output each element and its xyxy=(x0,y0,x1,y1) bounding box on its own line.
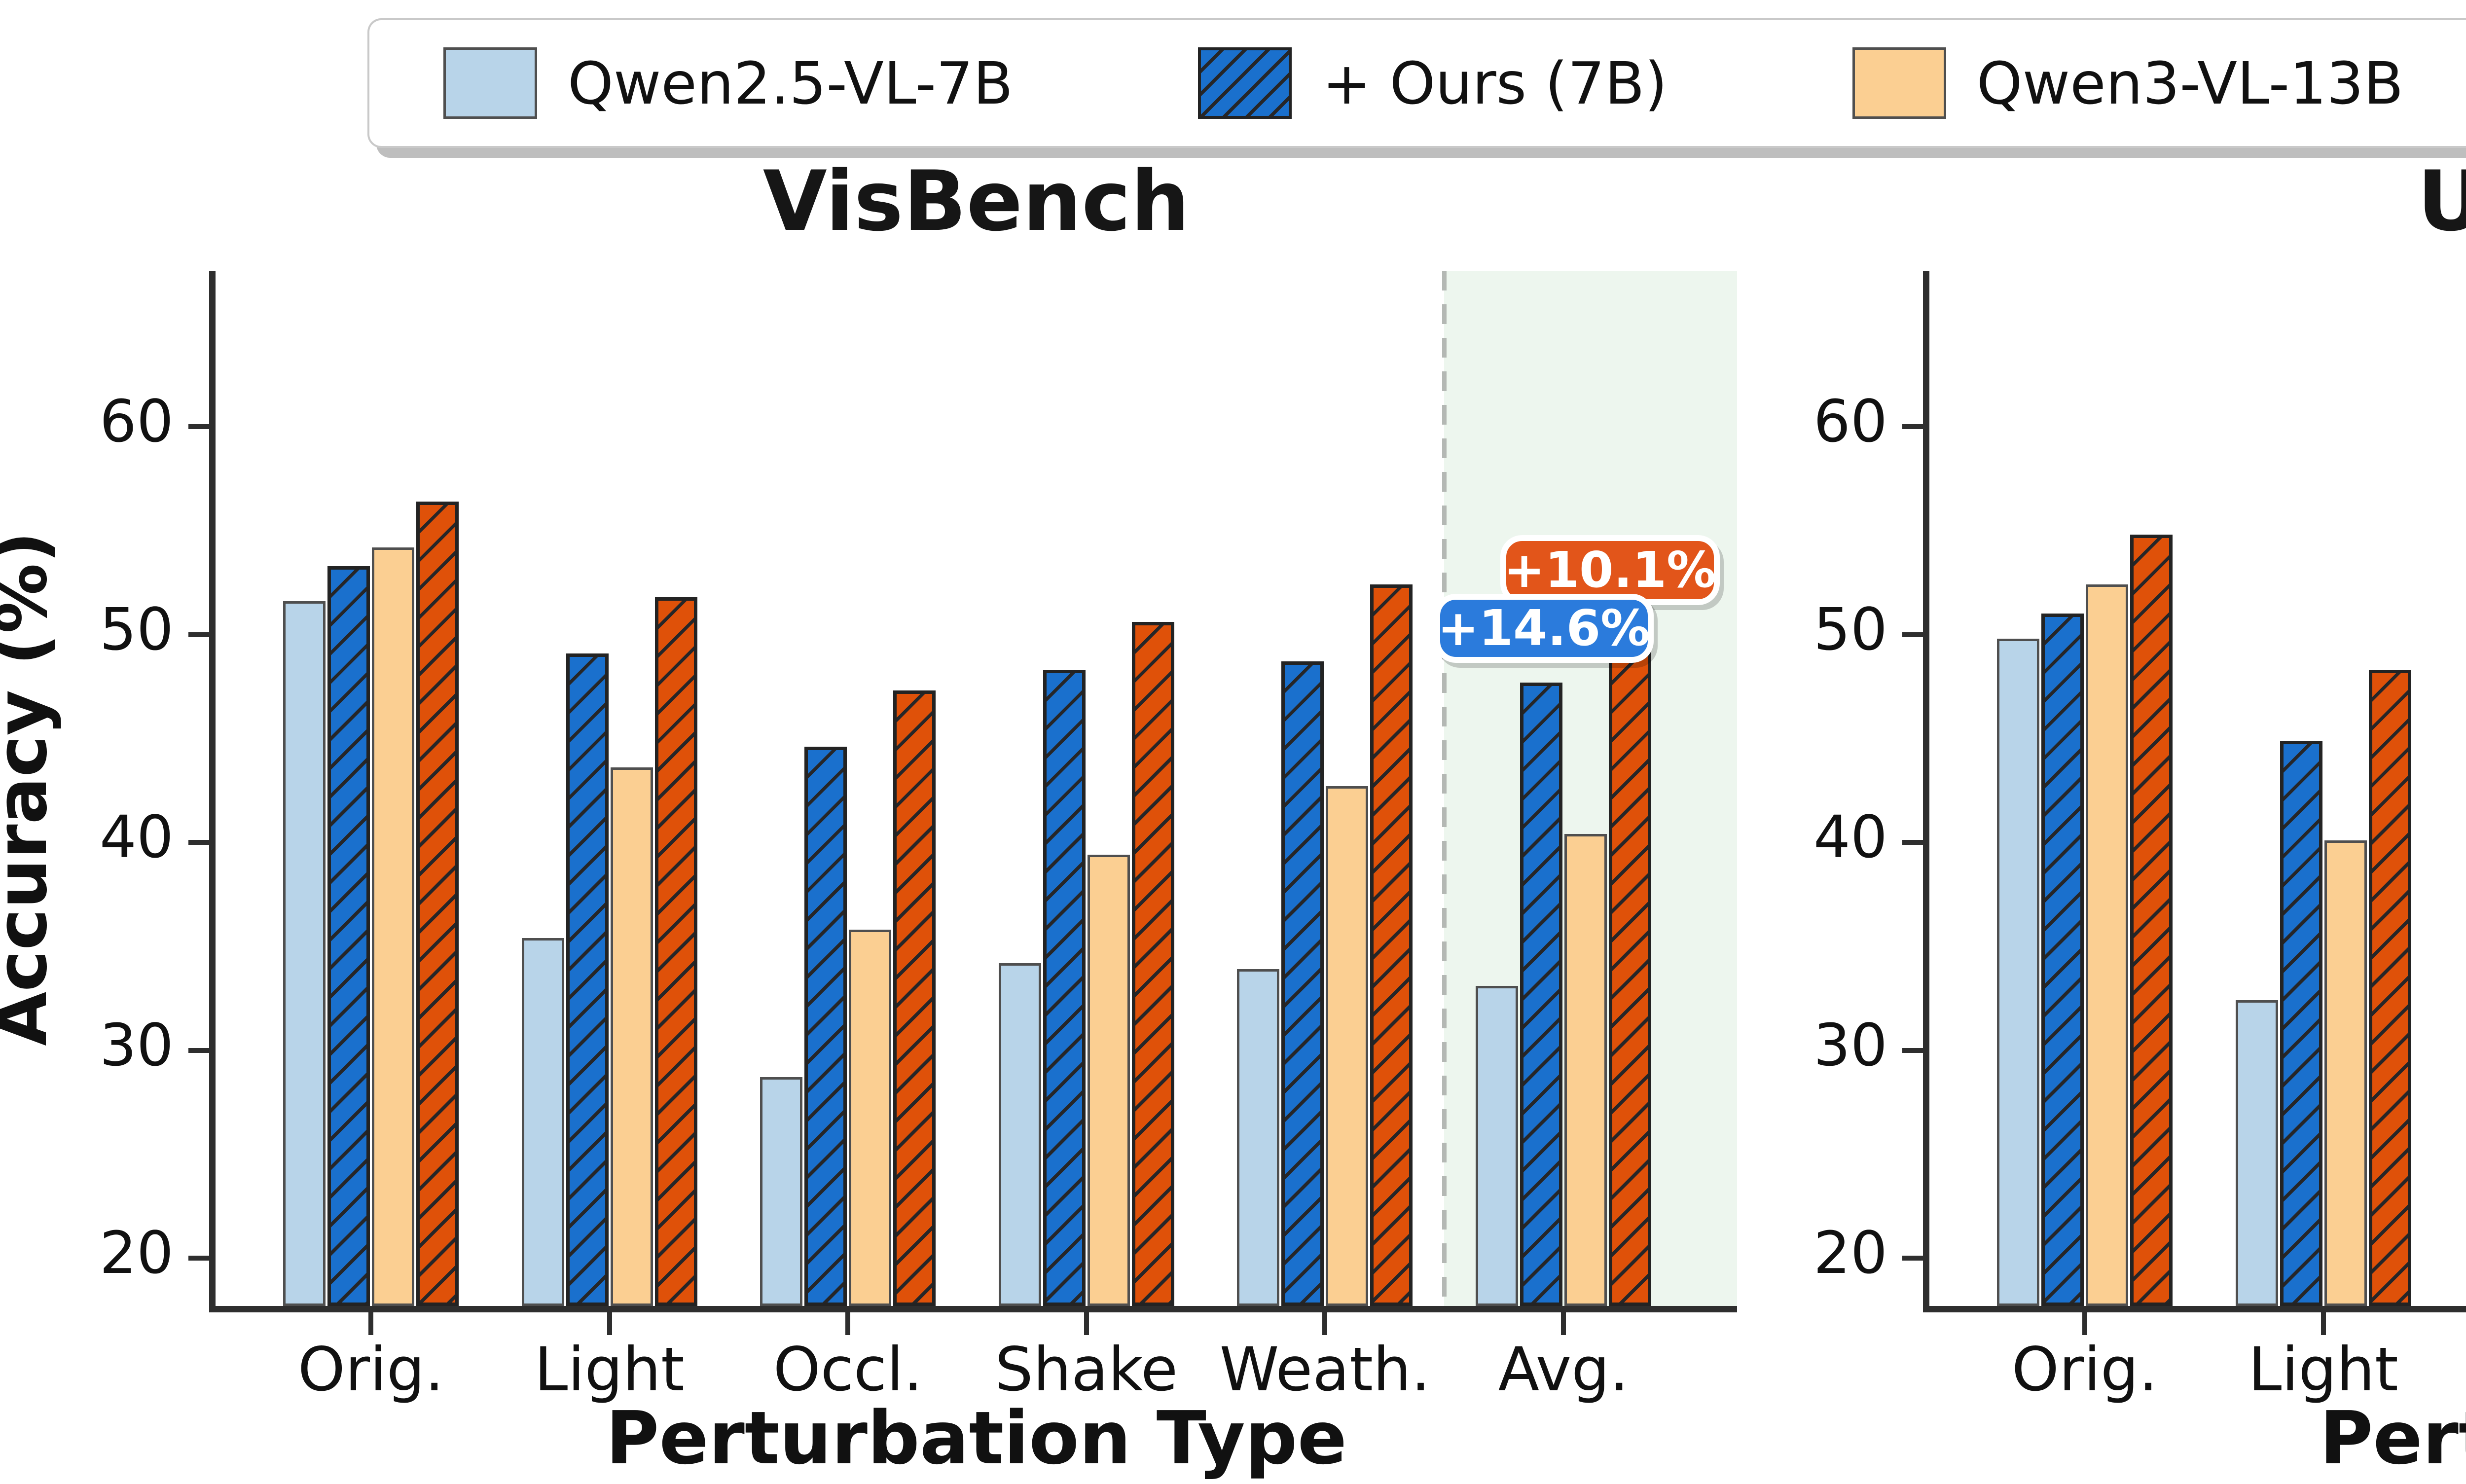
x-tick-label-light: Light xyxy=(534,1335,685,1405)
x-axis-spine xyxy=(209,1306,1737,1312)
y-axis-spine xyxy=(1923,271,1929,1312)
chart-title-visbench: VisBench xyxy=(762,153,1190,250)
bar-qwen2-5-vl-7b-orig xyxy=(1997,639,2039,1306)
bar-ours-13b-shake xyxy=(1131,622,1174,1306)
x-axis-label: Perturbation Type xyxy=(2320,1396,2466,1481)
bar-ours-7b-shake xyxy=(1043,670,1086,1306)
bar-ours-7b-light xyxy=(566,653,609,1306)
y-tick-mark xyxy=(188,1256,209,1261)
x-tick-mark xyxy=(1561,1312,1566,1335)
x-tick-label-orig: Orig. xyxy=(297,1335,444,1405)
bar-ours-7b-avg xyxy=(1520,682,1562,1306)
bar-ours-7b-orig xyxy=(327,566,370,1306)
bar-qwen2-5-vl-7b-avg xyxy=(1476,985,1518,1306)
bar-qwen3-vl-13b-orig xyxy=(2086,584,2128,1306)
legend-swatch-ours-7b xyxy=(1198,47,1292,119)
legend-item-qwen2-5-vl-7b: Qwen2.5-VL-7B xyxy=(443,47,1013,119)
y-tick-mark xyxy=(1902,632,1923,637)
x-axis-spine xyxy=(1923,1306,2466,1312)
y-tick-label: 40 xyxy=(99,803,174,871)
bar-qwen3-vl-13b-weath xyxy=(1326,786,1369,1306)
bar-ours-7b-orig xyxy=(2041,614,2084,1306)
y-tick-mark xyxy=(188,424,209,430)
y-tick-mark xyxy=(1902,1048,1923,1053)
bar-ours-13b-weath xyxy=(1370,584,1413,1306)
chart-title-urbanvideo: UrbanVideo xyxy=(2417,153,2466,250)
x-tick-label-light: Light xyxy=(2248,1335,2398,1405)
x-axis-label: Perturbation Type xyxy=(606,1396,1347,1481)
y-tick-label: 20 xyxy=(99,1219,174,1287)
x-tick-mark xyxy=(1084,1312,1089,1335)
x-tick-mark xyxy=(1322,1312,1328,1335)
bar-qwen3-vl-13b-shake xyxy=(1087,855,1130,1306)
bar-qwen2-5-vl-7b-occl xyxy=(760,1077,803,1306)
annotation-badge-14-6: +14.6% xyxy=(1434,593,1654,663)
x-tick-label-orig: Orig. xyxy=(2011,1335,2158,1405)
y-tick-label: 40 xyxy=(1813,803,1887,871)
x-tick-label-shake: Shake xyxy=(995,1335,1178,1405)
y-tick-label: 30 xyxy=(99,1011,174,1079)
x-tick-mark xyxy=(607,1312,612,1335)
y-tick-label: 50 xyxy=(1813,595,1887,663)
legend-item-label: + Ours (7B) xyxy=(1322,49,1668,117)
bar-qwen2-5-vl-7b-orig xyxy=(283,601,326,1306)
y-tick-label: 60 xyxy=(99,387,174,456)
y-tick-label: 60 xyxy=(1813,387,1887,456)
y-tick-label: 20 xyxy=(1813,1219,1887,1287)
y-axis-label: Accuracy (%) xyxy=(0,531,63,1046)
bar-ours-13b-orig xyxy=(416,501,459,1306)
legend-box: Qwen2.5-VL-7B+ Ours (7B)Qwen3-VL-13B+ Ou… xyxy=(367,18,2466,148)
x-tick-mark xyxy=(368,1312,373,1335)
legend-swatch-qwen2-5-vl-7b xyxy=(443,47,537,119)
x-tick-label-avg: Avg. xyxy=(1498,1335,1629,1405)
legend-item-label: Qwen2.5-VL-7B xyxy=(568,49,1014,117)
x-tick-mark xyxy=(2321,1312,2326,1335)
x-tick-mark xyxy=(2082,1312,2087,1335)
bar-ours-13b-occl xyxy=(893,690,936,1306)
legend-item-label: Qwen3-VL-13B xyxy=(1976,49,2404,117)
bar-ours-7b-weath xyxy=(1281,661,1324,1306)
legend-item-qwen3-vl-13b: Qwen3-VL-13B xyxy=(1852,47,2404,119)
bar-ours-7b-occl xyxy=(804,747,847,1306)
bar-ours-13b-light xyxy=(654,597,697,1306)
x-tick-label-weath: Weath. xyxy=(1219,1335,1431,1405)
y-tick-mark xyxy=(188,1048,209,1053)
x-tick-label-occl: Occl. xyxy=(2414,1335,2466,1405)
bar-ours-13b-orig xyxy=(2130,535,2173,1306)
bar-qwen2-5-vl-7b-weath xyxy=(1237,969,1280,1306)
bar-qwen3-vl-13b-avg xyxy=(1564,834,1607,1306)
bar-qwen3-vl-13b-occl xyxy=(849,930,892,1306)
legend-item-ours-7b: + Ours (7B) xyxy=(1198,47,1668,119)
y-tick-label: 30 xyxy=(1813,1011,1887,1079)
y-axis-spine xyxy=(209,271,216,1312)
bar-qwen2-5-vl-7b-light xyxy=(2235,1000,2278,1306)
bar-qwen3-vl-13b-light xyxy=(2324,840,2367,1306)
x-tick-label-occl: Occl. xyxy=(773,1335,923,1405)
y-tick-mark xyxy=(1902,1256,1923,1261)
bar-ours-13b-avg xyxy=(1609,624,1651,1306)
y-tick-mark xyxy=(188,840,209,845)
bar-ours-13b-light xyxy=(2368,670,2411,1306)
bar-qwen2-5-vl-7b-shake xyxy=(998,963,1041,1306)
bar-qwen3-vl-13b-orig xyxy=(372,547,414,1306)
y-tick-mark xyxy=(188,632,209,637)
x-tick-mark xyxy=(845,1312,851,1335)
y-tick-mark xyxy=(1902,840,1923,845)
bar-qwen2-5-vl-7b-light xyxy=(521,938,564,1306)
annotation-badge-10-1: +10.1% xyxy=(1500,535,1720,605)
avg-separator-dashed-line xyxy=(1442,271,1447,1306)
bar-ours-7b-light xyxy=(2280,740,2322,1306)
y-tick-mark xyxy=(1902,424,1923,430)
y-tick-label: 50 xyxy=(99,595,174,663)
bar-qwen3-vl-13b-light xyxy=(610,767,653,1306)
legend-swatch-qwen3-vl-13b xyxy=(1852,47,1946,119)
